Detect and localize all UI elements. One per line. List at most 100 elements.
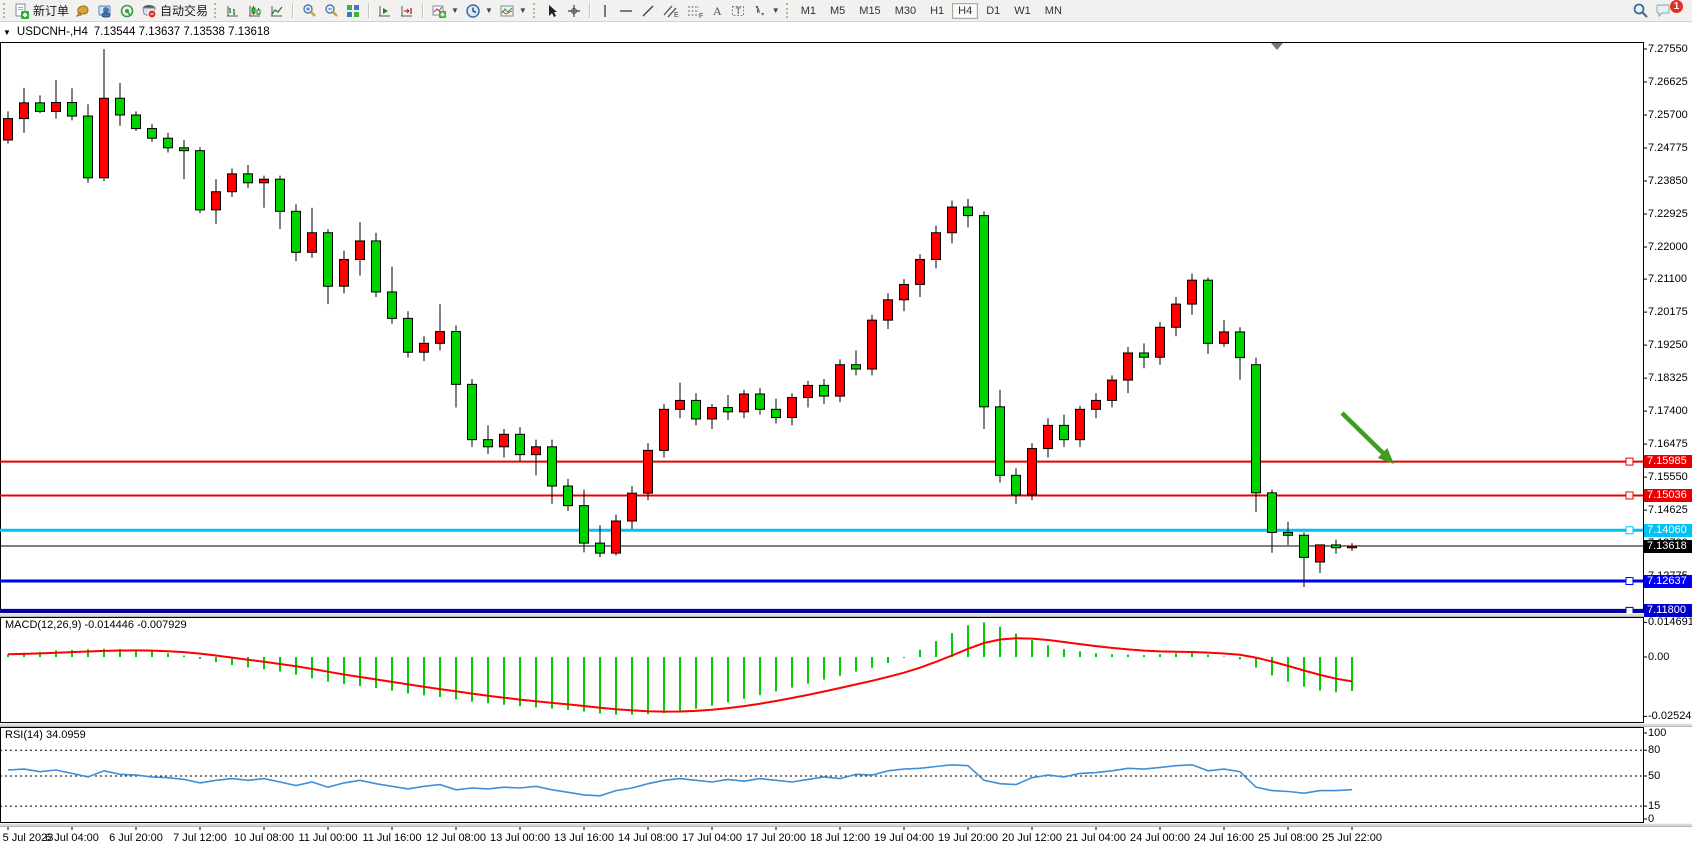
autotrading-button[interactable]: 自动交易: [138, 1, 211, 20]
vertical-line-button[interactable]: [595, 1, 615, 20]
auto-scroll-button[interactable]: [374, 1, 396, 20]
price-badge-7.14060: 7.14060: [1644, 523, 1692, 537]
chart-shift-icon: [399, 3, 415, 19]
text-label-button[interactable]: T: [727, 1, 749, 20]
svg-text:F: F: [699, 13, 703, 19]
rsi-axis-label: 50: [1648, 769, 1661, 782]
time-axis-label: 17 Jul 04:00: [682, 832, 742, 844]
bar-chart-icon: [225, 3, 241, 19]
price-axis-label: 7.20175: [1648, 305, 1688, 318]
price-badge-7.15985: 7.15985: [1644, 455, 1692, 469]
macd-pane[interactable]: [0, 617, 1644, 723]
time-axis-label: 11 Jul 16:00: [362, 832, 422, 844]
price-axis-label: 7.17400: [1648, 404, 1688, 417]
toolbar-separator: [588, 3, 591, 18]
indicators-icon: [431, 3, 447, 19]
cursor-button[interactable]: [541, 1, 563, 20]
time-axis-label: 6 Jul 04:00: [45, 832, 99, 844]
trendline-button[interactable]: [637, 1, 659, 20]
horizontal-line-icon: [618, 3, 634, 19]
timeframe-button-m15[interactable]: M15: [859, 4, 881, 17]
svg-text:E: E: [674, 12, 679, 19]
toolbar-grip[interactable]: [785, 3, 791, 18]
chart-list-icon: [75, 3, 91, 19]
timeframe-button-h4[interactable]: H4: [952, 2, 979, 19]
pane-splitter[interactable]: [0, 823, 1692, 827]
price-axis-label: 7.15550: [1648, 470, 1688, 483]
zoom-out-button[interactable]: [320, 1, 342, 20]
rsi-axis-label: 15: [1648, 799, 1661, 812]
indicators-button[interactable]: ▼: [428, 1, 462, 20]
auto-scroll-icon: [377, 3, 393, 19]
templates-dropdown-arrow[interactable]: ▼: [518, 6, 527, 15]
templates-button[interactable]: ▼: [496, 1, 530, 20]
horizontal-line-button[interactable]: [615, 1, 637, 20]
timeframe-button-w1[interactable]: W1: [1014, 4, 1031, 17]
toolbar-grip[interactable]: [214, 3, 219, 18]
periods-clock-icon: [465, 3, 481, 19]
price-axis-label: 7.25700: [1648, 108, 1688, 121]
timeframe-button-m1[interactable]: M1: [800, 4, 816, 17]
search-icon: [1632, 2, 1649, 19]
time-axis-label: 7 Jul 12:00: [173, 832, 227, 844]
text-button[interactable]: A: [707, 1, 727, 20]
macd-axis-label: 0.00: [1648, 650, 1670, 663]
indicators-dropdown-arrow[interactable]: ▼: [451, 6, 459, 15]
equidistant-channel-button[interactable]: E: [659, 1, 683, 20]
periods-dropdown-arrow[interactable]: ▼: [484, 6, 493, 15]
arrows-button[interactable]: ▼: [749, 1, 783, 20]
community-button[interactable]: 1: [1652, 0, 1686, 20]
zoom-in-button[interactable]: [298, 1, 320, 20]
signals-button[interactable]: [116, 1, 138, 20]
collapse-triangle-icon[interactable]: ▼: [3, 27, 11, 37]
time-axis-label: 11 Jul 00:00: [298, 832, 358, 844]
bar-chart-button[interactable]: [222, 1, 244, 20]
arrows-dropdown-arrow[interactable]: ▼: [771, 6, 780, 15]
timeframe-button-m30[interactable]: M30: [894, 4, 917, 17]
chart-list-button[interactable]: [72, 1, 94, 20]
timeframe-button-m5[interactable]: M5: [830, 4, 846, 17]
search-button[interactable]: [1629, 1, 1652, 20]
toolbar-grip[interactable]: [532, 3, 538, 18]
new-order-button[interactable]: 新订单: [11, 1, 72, 20]
text-icon: A: [710, 3, 724, 19]
navigator-button[interactable]: [94, 1, 116, 20]
price-badge-7.11800: 7.11800: [1644, 604, 1692, 618]
main-chart-pane[interactable]: [0, 42, 1644, 613]
time-axis-label: 5 Jul 2023: [2, 832, 54, 844]
signals-icon: [119, 3, 135, 19]
crosshair-button[interactable]: [563, 1, 585, 20]
tile-windows-button[interactable]: [342, 1, 364, 20]
chart-symbol-period: USDCNH-,H4: [16, 26, 88, 38]
price-axis-label: 7.24775: [1648, 141, 1688, 154]
candlestick-button[interactable]: [244, 1, 266, 20]
periods-button[interactable]: ▼: [462, 1, 496, 20]
timeframe-button-mn[interactable]: MN: [1044, 4, 1062, 17]
pane-splitter[interactable]: [0, 723, 1692, 727]
tile-windows-icon: [345, 3, 361, 19]
chart-shift-button[interactable]: [396, 1, 418, 20]
line-chart-icon: [269, 3, 285, 19]
price-badge-7.15036: 7.15036: [1644, 488, 1692, 502]
time-axis-label: 24 Jul 00:00: [1130, 832, 1190, 844]
rsi-pane[interactable]: [0, 727, 1644, 823]
time-axis-label: 18 Jul 12:00: [810, 832, 870, 844]
vertical-line-icon: [598, 3, 612, 19]
timeframe-button-h1[interactable]: H1: [930, 4, 945, 17]
rsi-axis-label: 0: [1648, 812, 1655, 825]
zoom-out-icon: [323, 3, 339, 19]
price-axis-label: 7.16475: [1648, 437, 1688, 450]
fibonacci-button[interactable]: F: [683, 1, 707, 20]
timeframe-button-d1[interactable]: D1: [986, 4, 1001, 17]
notification-badge[interactable]: 1: [1670, 0, 1683, 13]
rsi-axis-label: 100: [1648, 726, 1667, 739]
trendline-icon: [640, 3, 656, 19]
line-chart-button[interactable]: [266, 1, 288, 20]
pane-splitter[interactable]: [0, 613, 1692, 617]
price-axis-label: 7.14625: [1648, 503, 1688, 516]
toolbar-grip[interactable]: [3, 3, 8, 18]
macd-indicator-label: MACD(12,26,9) -0.014446 -0.007929: [5, 619, 187, 631]
zoom-in-icon: [301, 3, 317, 19]
rsi-indicator-label: RSI(14) 34.0959: [5, 729, 86, 741]
